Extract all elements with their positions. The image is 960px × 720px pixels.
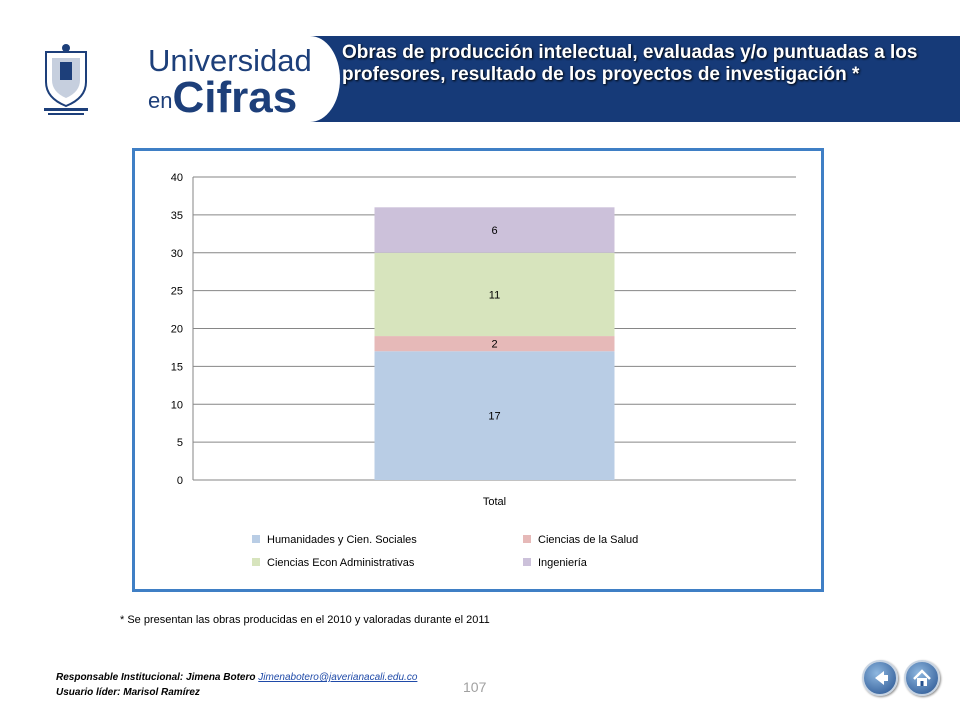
brand-wordmark: Universidad enCifras (148, 44, 312, 121)
legend-swatch (252, 535, 260, 543)
university-crest-icon (44, 44, 88, 115)
data-label: 6 (491, 225, 497, 237)
brand-line2: enCifras (148, 76, 312, 121)
bar-segment (374, 207, 615, 253)
y-tick-label: 0 (177, 475, 183, 487)
data-label: 11 (489, 289, 500, 301)
brand-line2-big: Cifras (172, 73, 298, 122)
bar-segment (374, 351, 615, 480)
y-tick-label: 20 (171, 324, 183, 336)
footnote: * Se presentan las obras producidas en e… (120, 614, 490, 626)
responsible-label: Responsable Institucional: Jimena Botero (56, 672, 259, 683)
y-tick-label: 10 (171, 399, 183, 411)
bar-segment (374, 252, 615, 337)
y-tick-label: 35 (171, 210, 183, 222)
y-tick-label: 40 (171, 172, 183, 184)
legend-label: Humanidades y Cien. Sociales (267, 534, 417, 546)
responsible-line: Responsable Institucional: Jimena Botero… (56, 670, 417, 685)
back-button[interactable] (862, 660, 898, 696)
responsible-info: Responsable Institucional: Jimena Botero… (56, 670, 417, 700)
legend-swatch (523, 558, 531, 566)
back-arrow-icon (875, 671, 888, 685)
logo-panel: Universidad enCifras (0, 36, 340, 122)
legend-label: Ciencias Econ Administrativas (267, 557, 415, 569)
legend-label: Ingeniería (538, 557, 588, 569)
y-tick-label: 5 (177, 437, 183, 449)
data-label: 2 (491, 339, 497, 351)
x-tick-label: Total (483, 496, 506, 508)
brand-line1: Universidad (148, 43, 312, 78)
legend-label: Ciencias de la Salud (538, 534, 638, 546)
header-banner: Universidad enCifras Obras de producción… (0, 36, 960, 122)
y-tick-label: 30 (171, 248, 183, 260)
brand-line2-small: en (148, 88, 173, 113)
lead-user-line: Usuario líder: Marisol Ramírez (56, 687, 200, 698)
legend-swatch (252, 558, 260, 566)
y-tick-label: 25 (171, 286, 183, 298)
chart-frame: 0 5 10 15 20 25 30 35 40 17 2 11 6 Total Humanidades y… (132, 148, 824, 592)
legend-swatch (523, 535, 531, 543)
bar-segment (374, 336, 615, 352)
stacked-bar-chart: 0 5 10 15 20 25 30 35 40 17 2 11 6 Total Humanidades y… (171, 172, 796, 569)
data-label: 17 (488, 411, 500, 423)
email-link[interactable]: Jimenabotero@javerianacali.edu.co (258, 672, 418, 683)
home-icon (913, 669, 931, 686)
home-button[interactable] (904, 660, 940, 696)
page-number: 107 (463, 679, 487, 695)
y-tick-label: 15 (171, 361, 183, 373)
page-title: Obras de producción intelectual, evaluad… (342, 42, 918, 85)
